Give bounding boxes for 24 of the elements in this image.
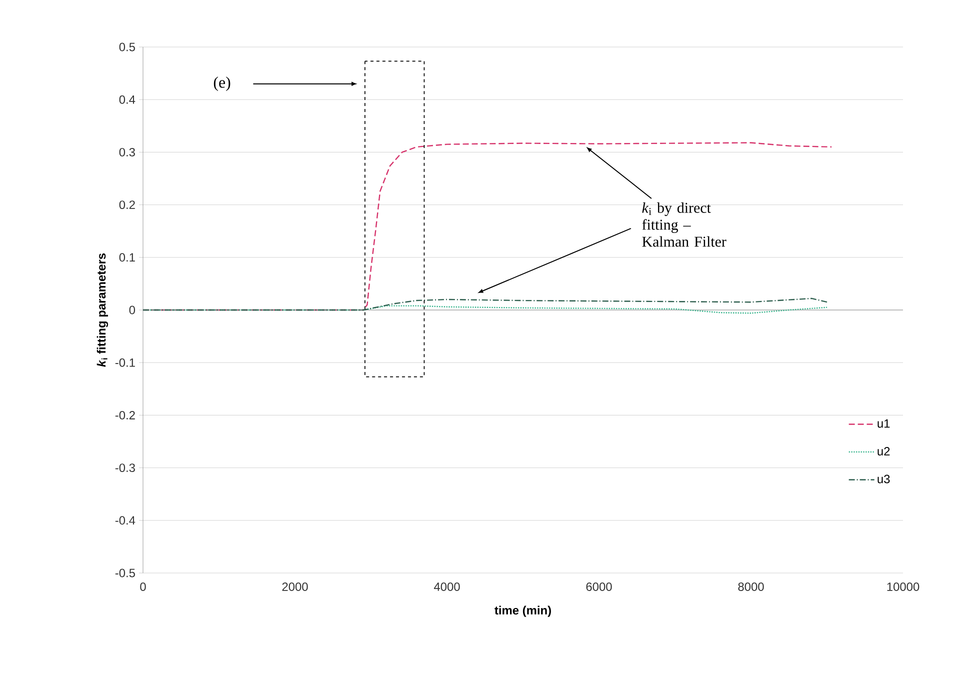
x-tick-label: 8000 [738, 582, 764, 591]
y-tick-label: 0 [129, 306, 136, 314]
y-tick-label: -0.5 [115, 568, 135, 578]
x-axis-title: time (min) [494, 606, 551, 617]
x-tick-label: 0 [140, 582, 146, 591]
x-tick-label: 4000 [434, 582, 460, 591]
y-tick-label: -0.3 [115, 464, 135, 472]
y-tick-label: -0.1 [115, 358, 135, 367]
y-axis-title: k$_{i}$ fitting parameters [96, 253, 108, 367]
y-tick-label: -0.2 [115, 410, 135, 420]
y-tick-label: 0.3 [119, 148, 135, 156]
y-tick-label: 0.4 [119, 95, 136, 104]
legend-label: u3 [878, 474, 890, 484]
y-tick-label: 0.5 [119, 42, 135, 52]
x-tick-label: 2000 [282, 582, 308, 591]
annotation: (e) [214, 76, 230, 92]
x-tick-label: 10000 [887, 582, 920, 591]
y-tick-label: 0.2 [119, 200, 135, 210]
legend-label: u2 [878, 447, 890, 456]
y-tick-label: -0.4 [115, 516, 136, 525]
annotation: k$_{i}$ by direct fitting – Kalman Filter [642, 202, 726, 247]
x-tick-label: 6000 [586, 582, 612, 591]
legend-label: u1 [878, 419, 890, 428]
y-tick-label: 0.1 [119, 253, 135, 262]
